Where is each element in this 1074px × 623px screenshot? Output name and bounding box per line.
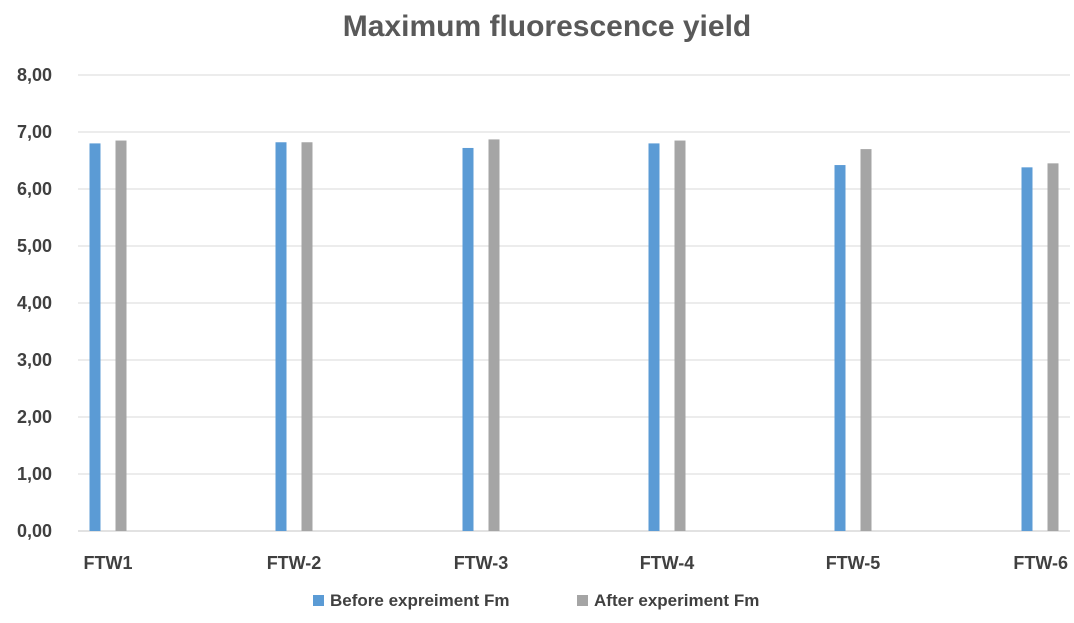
bar-before-ftw-2: [275, 142, 287, 531]
y-tick-label: 1,00: [17, 464, 52, 484]
y-tick-label: 5,00: [17, 236, 52, 256]
bars: [89, 139, 1059, 532]
x-axis-ticks: FTW1 FTW-2 FTW-3 FTW-4 FTW-5 FTW-6: [84, 553, 1069, 573]
y-tick-label: 6,00: [17, 179, 52, 199]
y-tick-label: 3,00: [17, 350, 52, 370]
y-tick-label: 2,00: [17, 407, 52, 427]
y-axis-ticks: 0,00 1,00 2,00 3,00 4,00 5,00 6,00 7,00 8,00: [17, 65, 52, 541]
y-tick-label: 8,00: [17, 65, 52, 85]
x-tick-label: FTW-6: [1013, 553, 1068, 573]
chart-title: Maximum fluorescence yield: [343, 10, 752, 43]
x-tick-label: FTW-2: [267, 553, 322, 573]
y-tick-label: 0,00: [17, 521, 52, 541]
bar-after-ftw1: [115, 140, 127, 532]
x-tick-label: FTW-5: [826, 553, 881, 573]
bar-after-ftw-4: [674, 140, 686, 532]
legend: Before expreiment Fm After experiment Fm: [313, 591, 759, 610]
bar-before-ftw-6: [1021, 167, 1033, 531]
legend-label-before: Before expreiment Fm: [330, 591, 510, 610]
x-tick-label: FTW-3: [454, 553, 509, 573]
legend-swatch-after: [577, 595, 588, 606]
bar-after-ftw-2: [301, 142, 313, 531]
legend-label-after: After experiment Fm: [594, 591, 759, 610]
x-tick-label: FTW1: [84, 553, 133, 573]
y-tick-label: 7,00: [17, 122, 52, 142]
gridlines: [78, 74, 1070, 532]
bar-before-ftw-4: [648, 143, 660, 531]
bar-after-ftw-6: [1047, 163, 1059, 531]
bar-before-ftw-5: [834, 165, 846, 531]
bar-before-ftw1: [89, 143, 101, 531]
bar-after-ftw-3: [488, 139, 500, 531]
bar-before-ftw-3: [462, 147, 474, 531]
y-tick-label: 4,00: [17, 293, 52, 313]
x-tick-label: FTW-4: [640, 553, 695, 573]
bar-after-ftw-5: [860, 149, 872, 531]
legend-swatch-before: [313, 595, 324, 606]
